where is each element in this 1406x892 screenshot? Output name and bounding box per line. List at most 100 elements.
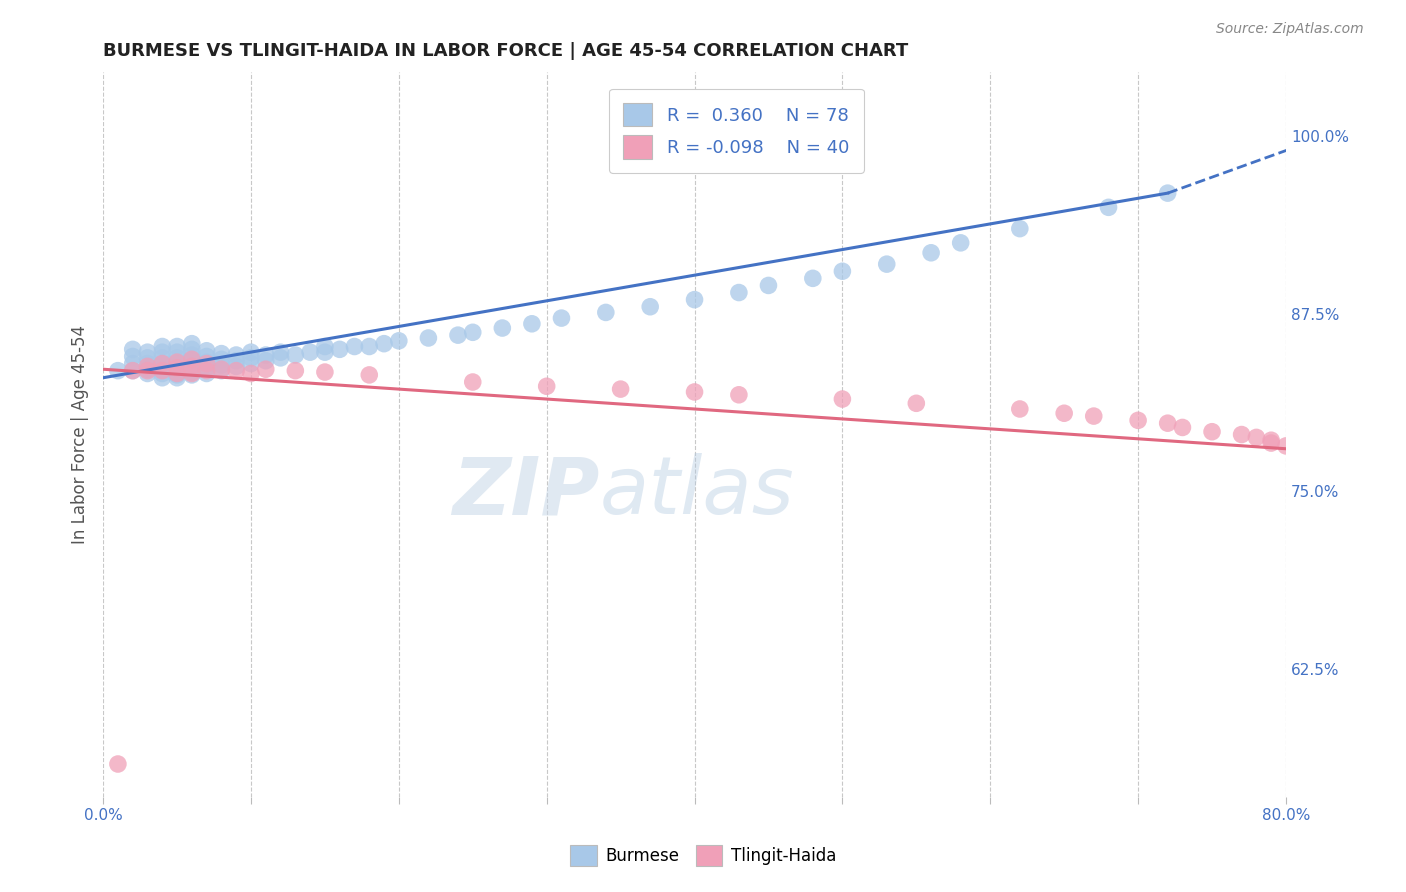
- Point: [209, 362, 232, 376]
- Point: [180, 359, 202, 374]
- Point: [314, 345, 336, 359]
- Point: [461, 326, 484, 340]
- Text: Source: ZipAtlas.com: Source: ZipAtlas.com: [1216, 22, 1364, 37]
- Point: [447, 328, 470, 343]
- Point: [359, 339, 381, 353]
- Point: [166, 339, 188, 353]
- Point: [180, 336, 202, 351]
- Point: [683, 384, 706, 399]
- Point: [359, 368, 381, 382]
- Y-axis label: In Labor Force | Age 45-54: In Labor Force | Age 45-54: [72, 325, 89, 544]
- Point: [536, 379, 558, 393]
- Point: [166, 345, 188, 359]
- Point: [1275, 439, 1298, 453]
- Legend: R =  0.360    N = 78, R = -0.098    N = 40: R = 0.360 N = 78, R = -0.098 N = 40: [609, 88, 863, 173]
- Point: [121, 357, 143, 371]
- Point: [1008, 402, 1031, 417]
- Point: [209, 352, 232, 367]
- Point: [1201, 425, 1223, 439]
- Point: [195, 343, 218, 358]
- Text: atlas: atlas: [600, 453, 794, 532]
- Point: [150, 370, 173, 384]
- Point: [195, 357, 218, 371]
- Point: [728, 285, 751, 300]
- Point: [180, 367, 202, 381]
- Point: [150, 364, 173, 378]
- Point: [150, 345, 173, 359]
- Point: [107, 757, 129, 772]
- Point: [136, 362, 159, 376]
- Point: [1053, 406, 1076, 420]
- Text: BURMESE VS TLINGIT-HAIDA IN LABOR FORCE | AGE 45-54 CORRELATION CHART: BURMESE VS TLINGIT-HAIDA IN LABOR FORCE …: [103, 42, 908, 60]
- Point: [136, 367, 159, 381]
- Text: ZIP: ZIP: [453, 453, 600, 532]
- Point: [609, 382, 631, 396]
- Point: [180, 359, 202, 374]
- Point: [270, 345, 292, 359]
- Point: [284, 348, 307, 362]
- Point: [150, 339, 173, 353]
- Point: [136, 359, 159, 374]
- Point: [195, 367, 218, 381]
- Point: [920, 245, 942, 260]
- Point: [1260, 434, 1282, 448]
- Point: [520, 317, 543, 331]
- Point: [180, 352, 202, 367]
- Point: [209, 346, 232, 360]
- Point: [150, 357, 173, 371]
- Point: [638, 300, 661, 314]
- Point: [876, 257, 898, 271]
- Point: [180, 348, 202, 362]
- Point: [180, 365, 202, 379]
- Point: [166, 351, 188, 365]
- Point: [166, 362, 188, 376]
- Point: [373, 336, 395, 351]
- Point: [388, 334, 411, 348]
- Point: [225, 348, 247, 362]
- Point: [121, 364, 143, 378]
- Point: [195, 360, 218, 375]
- Point: [418, 331, 440, 345]
- Point: [240, 345, 263, 359]
- Point: [801, 271, 824, 285]
- Point: [299, 345, 322, 359]
- Point: [225, 364, 247, 378]
- Point: [136, 351, 159, 365]
- Point: [107, 364, 129, 378]
- Point: [121, 364, 143, 378]
- Point: [905, 396, 928, 410]
- Point: [150, 362, 173, 376]
- Point: [254, 348, 277, 362]
- Point: [209, 364, 232, 378]
- Point: [195, 350, 218, 364]
- Point: [225, 359, 247, 374]
- Point: [831, 392, 853, 406]
- Point: [1083, 409, 1105, 423]
- Point: [240, 351, 263, 365]
- Point: [270, 351, 292, 365]
- Point: [461, 375, 484, 389]
- Point: [166, 370, 188, 384]
- Point: [180, 368, 202, 382]
- Point: [683, 293, 706, 307]
- Point: [136, 345, 159, 359]
- Point: [329, 343, 352, 357]
- Point: [284, 364, 307, 378]
- Point: [1246, 430, 1268, 444]
- Point: [240, 367, 263, 381]
- Point: [136, 364, 159, 378]
- Point: [491, 321, 513, 335]
- Point: [166, 357, 188, 371]
- Point: [121, 343, 143, 357]
- Point: [1156, 186, 1178, 201]
- Point: [150, 367, 173, 381]
- Point: [209, 358, 232, 372]
- Point: [195, 364, 218, 378]
- Point: [166, 367, 188, 381]
- Point: [180, 353, 202, 368]
- Point: [343, 339, 366, 353]
- Point: [1008, 221, 1031, 235]
- Point: [166, 360, 188, 375]
- Point: [166, 355, 188, 369]
- Point: [314, 339, 336, 353]
